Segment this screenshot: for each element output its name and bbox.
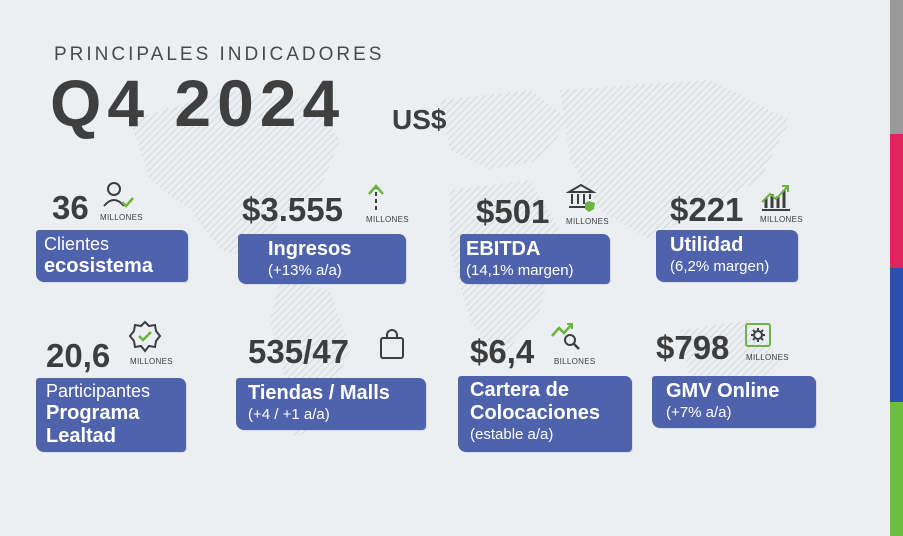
kpi-label: Tiendas / Malls (+4 / +1 a/a) (236, 378, 426, 430)
shopping-bag-icon (380, 329, 404, 359)
kpi-label-line1: GMV Online (666, 380, 780, 402)
kpi-label-line2: Programa (46, 402, 140, 424)
kpi-label-line2: (+7% a/a) (666, 404, 732, 421)
kpi-value: $501 (476, 193, 550, 230)
kpi-label: Utilidad (6,2% margen) (656, 230, 798, 282)
stripe-gray (890, 0, 903, 134)
kpi-unit: MILLONES (566, 217, 609, 226)
kpi-value: $3.555 (242, 191, 343, 228)
kpi-unit: MILLONES (760, 215, 803, 224)
kpi-unit: MILLONES (130, 357, 173, 366)
kpi-label-line1: Utilidad (670, 234, 744, 256)
kpi-label-line2: ecosistema (44, 255, 153, 277)
badge-check-icon (128, 320, 162, 353)
kpi-unit: BILLONES (554, 357, 596, 366)
kpi-value: 20,6 (46, 337, 111, 374)
currency-label: US$ (392, 104, 447, 135)
kpi-value: $798 (656, 329, 730, 366)
kpi-label-line2: (+4 / +1 a/a) (248, 406, 330, 423)
kpi-value: 36 (52, 189, 89, 226)
kpi-label-line3: Lealtad (46, 425, 117, 447)
kpi-label-line1: Tiendas / Malls (248, 382, 390, 404)
kpi-value: 535/47 (248, 333, 349, 370)
header-kicker: PRINCIPALES INDICADORES (54, 44, 385, 65)
kpi-label: Ingresos (+13% a/a) (238, 234, 406, 284)
kpi-label-line1: EBITDA (466, 238, 541, 260)
kpi-label-line1: Ingresos (268, 238, 352, 260)
kpi-label: Cartera de Colocaciones (estable a/a) (458, 376, 632, 452)
kpi-label-line2: (14,1% margen) (466, 262, 574, 279)
bank-icon (566, 183, 597, 212)
user-check-icon (103, 182, 134, 208)
kpi-label-line2: (6,2% margen) (670, 258, 770, 275)
kpi-value: $221 (670, 191, 744, 228)
kpi-label: EBITDA (14,1% margen) (460, 234, 610, 284)
kpi-label: Participantes Programa Lealtad (36, 378, 186, 452)
kpi-value: $6,4 (470, 333, 535, 370)
kpi-unit: MILLONES (100, 213, 143, 222)
kpi-label: Clientes ecosistema (36, 230, 188, 282)
kpi-label-line3: (estable a/a) (470, 426, 554, 443)
arrow-up-icon (368, 184, 384, 210)
stripe-blue (890, 268, 903, 402)
kpi-label: GMV Online (+7% a/a) (652, 376, 816, 428)
stripe-green (890, 402, 903, 536)
page-title: Q4 2024 (50, 66, 346, 140)
kpi-unit: MILLONES (746, 353, 789, 362)
kpi-unit: MILLONES (366, 215, 409, 224)
kpi-label-line1: Cartera de (470, 379, 569, 401)
kpi-label-line1: Participantes (46, 381, 151, 401)
kpi-label-line1: Clientes (44, 234, 110, 254)
chart-search-icon (551, 323, 580, 350)
stripe-pink (890, 134, 903, 268)
kpi-label-line2: (+13% a/a) (268, 262, 342, 279)
chart-up-icon (761, 185, 790, 211)
gear-screen-icon (745, 323, 771, 347)
kpi-label-line2: Colocaciones (470, 402, 601, 424)
